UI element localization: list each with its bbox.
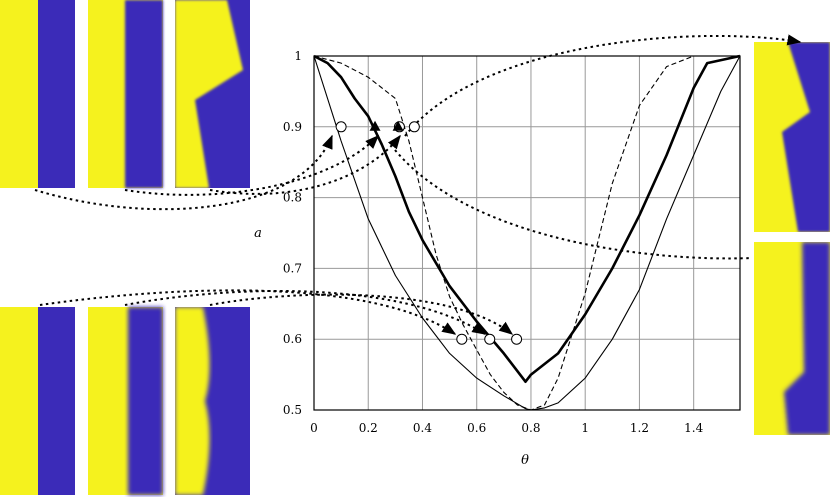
y-tick-label: 0.6: [283, 332, 302, 346]
inset-bottom-left-2: [88, 307, 163, 495]
plot-area: 0 0.2 0.4 0.6 0.8 1 1.2 1.4 0.5 0.6 0.7 0.8 0.9 1: [283, 49, 741, 435]
inset-bottom-left-1: [0, 307, 75, 495]
y-tick-label: 0.7: [283, 261, 302, 275]
marker-circle: [408, 121, 420, 133]
connector-8: [209, 293, 514, 335]
x-tick-label: 0.2: [359, 421, 378, 435]
inset-top-left-2: [88, 0, 163, 188]
connector-5: [394, 149, 753, 260]
x-tick-label: 0.4: [413, 421, 432, 435]
marker-triangle: [369, 120, 381, 131]
y-tick-label: 0.8: [283, 191, 302, 205]
inset-bottom-left-3: [175, 307, 250, 495]
x-tick-label: 0.8: [521, 421, 540, 435]
marker-circle: [335, 121, 347, 133]
connector-2: [124, 135, 379, 196]
x-tick-label: 1.2: [630, 421, 649, 435]
inset-right-top: [754, 42, 830, 232]
x-tick-label: 1: [581, 421, 589, 435]
x-axis-title: θ: [521, 453, 529, 468]
connector-6: [39, 289, 457, 335]
x-tick-label: 0: [310, 421, 318, 435]
connector-4: [404, 34, 802, 137]
inset-right-bottom: [754, 242, 830, 435]
markers-layer: [335, 120, 523, 345]
marker-circle: [484, 333, 496, 345]
y-tick-label: 0.9: [283, 120, 302, 134]
connector-7: [124, 290, 487, 335]
connector-lines: [34, 34, 802, 335]
x-tick-label: 1.4: [684, 421, 703, 435]
y-axis-title: a: [254, 226, 262, 241]
connector-1: [34, 134, 333, 211]
marker-triangle: [392, 120, 404, 131]
inset-top-left-3: [175, 0, 250, 188]
marker-circle: [511, 333, 523, 345]
series-line-dashed: [313, 55, 740, 411]
y-tick-label: 1: [294, 49, 302, 63]
x-tick-label: 0.6: [467, 421, 486, 435]
plot-frame: [313, 55, 741, 411]
connector-3: [209, 134, 401, 195]
y-tick-label: 0.5: [283, 403, 302, 417]
inset-top-left-1: [0, 0, 75, 188]
plot-background: [314, 56, 740, 410]
marker-circle: [456, 333, 468, 345]
